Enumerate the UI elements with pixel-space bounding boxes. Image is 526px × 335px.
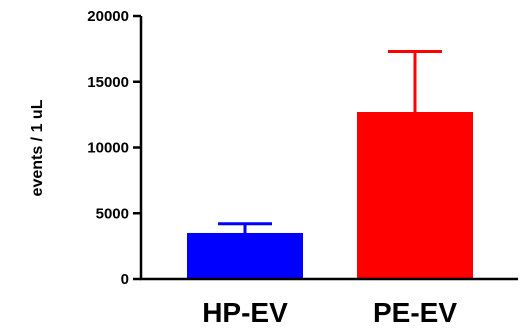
y-axis-ticks: 0 5000 10000 15000 20000	[87, 8, 141, 288]
bars	[187, 111, 473, 280]
y-tick-label: 10000	[87, 140, 129, 157]
y-tick-label: 15000	[87, 74, 129, 91]
y-axis-title: events / 1 uL	[29, 99, 46, 196]
category-label: PE-EV	[373, 297, 457, 328]
y-tick-label: 5000	[96, 205, 129, 222]
category-label: HP-EV	[202, 297, 288, 328]
bar-hp-ev	[187, 232, 303, 279]
error-bars	[218, 50, 442, 233]
y-tick-label: 0	[121, 271, 129, 288]
bar-pe-ev	[357, 111, 473, 280]
category-labels: HP-EV PE-EV	[202, 297, 457, 328]
y-tick-label: 20000	[87, 8, 129, 25]
